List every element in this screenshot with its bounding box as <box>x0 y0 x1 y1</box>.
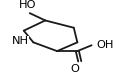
Text: O: O <box>71 64 79 73</box>
Text: HO: HO <box>19 0 36 10</box>
Text: NH: NH <box>11 36 29 46</box>
Text: OH: OH <box>96 40 114 50</box>
